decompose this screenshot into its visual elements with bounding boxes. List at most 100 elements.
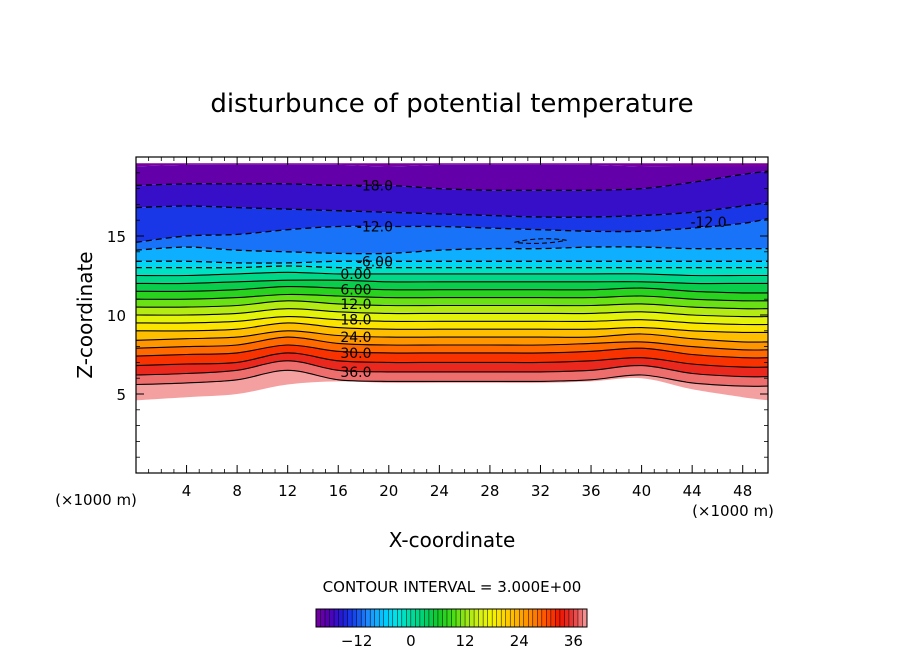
contour-label: 36.0 xyxy=(340,365,371,381)
x-tick-label: 40 xyxy=(632,482,651,500)
colorbar-swatch xyxy=(356,609,362,627)
contour-label: 24.0 xyxy=(340,330,371,346)
colorbar-swatch xyxy=(523,609,529,627)
contour-band xyxy=(136,330,768,351)
colorbar-swatch xyxy=(483,609,488,627)
colorbar-tick-label: 0 xyxy=(406,632,416,650)
colorbar-swatch xyxy=(528,609,534,627)
contour-label: 18.0 xyxy=(340,313,371,329)
colorbar-swatch xyxy=(541,609,547,627)
colorbar-swatch xyxy=(505,609,511,627)
colorbar-swatch xyxy=(514,609,520,627)
colorbar-swatch xyxy=(546,609,552,627)
colorbar-tick-label: 36 xyxy=(564,632,583,650)
colorbar-swatch xyxy=(383,609,389,627)
contour-band xyxy=(136,164,768,191)
contour-lines xyxy=(136,170,768,387)
x-unit-right: (×1000 m) xyxy=(692,502,774,520)
contour-band xyxy=(136,322,768,343)
colorbar-swatch xyxy=(446,609,452,627)
contour-line xyxy=(136,170,768,191)
contour-line xyxy=(136,293,768,302)
contour-band xyxy=(136,202,768,243)
contour-line xyxy=(136,352,768,368)
contour-line xyxy=(136,322,768,334)
colorbar-swatch xyxy=(492,609,497,627)
colorbar-swatch xyxy=(401,609,407,627)
contour-line xyxy=(136,279,768,285)
x-axis-ticks: 4 8 12 16 20 24 28 32 36 40 44 48 xyxy=(148,157,756,500)
filled-contour-bands xyxy=(136,163,768,401)
contour-label: 12.0 xyxy=(340,297,371,313)
contour-label: -6.00 xyxy=(357,254,393,270)
colorbar-swatch xyxy=(361,609,366,627)
colorbar-swatch xyxy=(379,609,385,627)
contour-line xyxy=(136,360,768,378)
colorbar-swatch xyxy=(392,609,398,627)
chart-title: disturbunce of potential temperature xyxy=(210,89,693,119)
contour-line xyxy=(136,271,768,277)
contour-band xyxy=(136,344,768,368)
contour-label: -12.0 xyxy=(357,220,393,236)
contour-band xyxy=(136,352,768,377)
colorbar-swatch xyxy=(347,609,353,627)
plot-area: -18.0 -12.0 -12.0 -6.000.006.0012.018.024.0… xyxy=(136,163,768,401)
colorbar-swatch xyxy=(406,609,412,627)
contour-line xyxy=(136,300,768,310)
colorbar-swatch xyxy=(415,609,421,627)
contour-label: 0.00 xyxy=(340,267,371,283)
colorbar-ticks: −12 0 12 24 36 xyxy=(341,632,583,650)
colorbar-swatch xyxy=(564,609,570,627)
colorbar-swatch xyxy=(338,609,344,627)
contour-band xyxy=(136,171,768,218)
colorbar-swatch xyxy=(365,609,371,627)
y-axis-label: Z-coordinate xyxy=(73,251,97,378)
colorbar-swatch xyxy=(428,609,434,627)
y-tick-label: 15 xyxy=(107,228,126,246)
colorbar-swatch xyxy=(374,609,380,627)
contour-band xyxy=(136,337,768,358)
colorbar-swatch xyxy=(532,609,538,627)
contour-band xyxy=(136,261,768,268)
contour-band xyxy=(136,360,768,387)
contour-line xyxy=(136,246,768,255)
x-tick-label: 24 xyxy=(430,482,449,500)
colorbar-swatch xyxy=(433,609,439,627)
contour-line xyxy=(136,330,768,343)
colorbar xyxy=(315,608,588,628)
contour-line xyxy=(136,369,768,387)
contour-label: -12.0 xyxy=(690,215,726,231)
colorbar-swatch xyxy=(474,609,479,627)
contour-line xyxy=(136,336,768,351)
colorbar-swatch xyxy=(555,609,561,627)
colorbar-swatch xyxy=(478,609,484,627)
colorbar-swatch xyxy=(510,609,516,627)
contour-line xyxy=(136,308,768,318)
colorbar-swatch xyxy=(410,609,416,627)
colorbar-swatch xyxy=(329,609,335,627)
colorbar-tick-label: 12 xyxy=(456,632,475,650)
colorbar-swatch xyxy=(456,609,461,627)
colorbar-swatch xyxy=(487,609,493,627)
colorbar-swatch xyxy=(501,609,506,627)
colorbar-swatch xyxy=(325,609,330,627)
colorbar-swatch xyxy=(460,609,466,627)
x-tick-label: 4 xyxy=(182,482,192,500)
contour-line xyxy=(136,316,768,326)
colorbar-swatch xyxy=(442,609,448,627)
x-tick-label: 28 xyxy=(480,482,499,500)
contour-labels: -18.0 -12.0 -12.0 -6.000.006.0012.018.024.0… xyxy=(340,178,726,381)
contour-label: -18.0 xyxy=(357,178,393,194)
contour-interval-label: CONTOUR INTERVAL = 3.000E+00 xyxy=(323,578,582,596)
colorbar-swatch xyxy=(370,609,376,627)
contour-band xyxy=(136,294,768,309)
contour-line xyxy=(136,286,768,294)
colorbar-swatch xyxy=(419,609,425,627)
colorbar-tick-label: 24 xyxy=(510,632,529,650)
contour-band xyxy=(136,218,768,254)
contour-line xyxy=(136,265,768,269)
colorbar-swatch xyxy=(451,609,457,627)
colorbar-swatch xyxy=(320,609,326,627)
x-tick-label: 20 xyxy=(379,482,398,500)
y-tick-label: 10 xyxy=(107,307,126,325)
